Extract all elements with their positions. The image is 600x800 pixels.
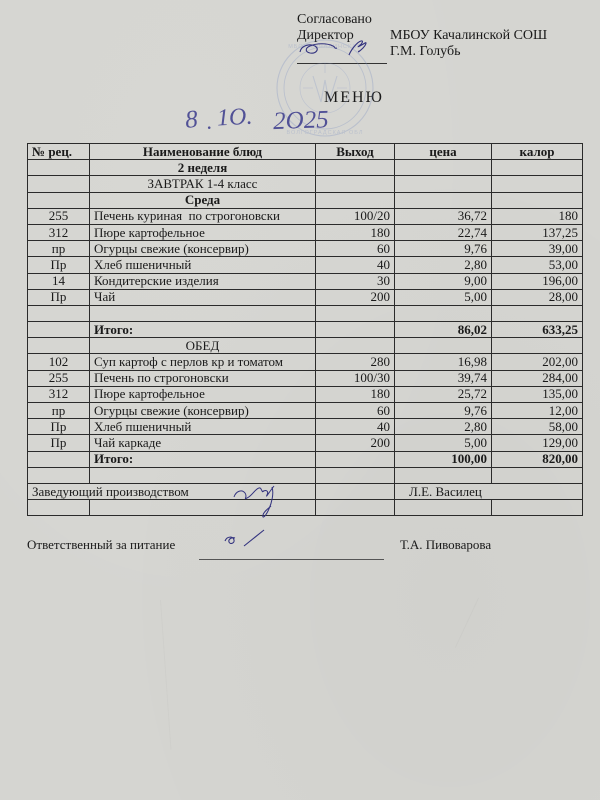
svg-text:2О25: 2О25 (273, 106, 329, 135)
svg-text:.: . (207, 109, 213, 134)
svg-text:8: 8 (185, 106, 199, 134)
svg-text:1О.: 1О. (216, 104, 253, 132)
